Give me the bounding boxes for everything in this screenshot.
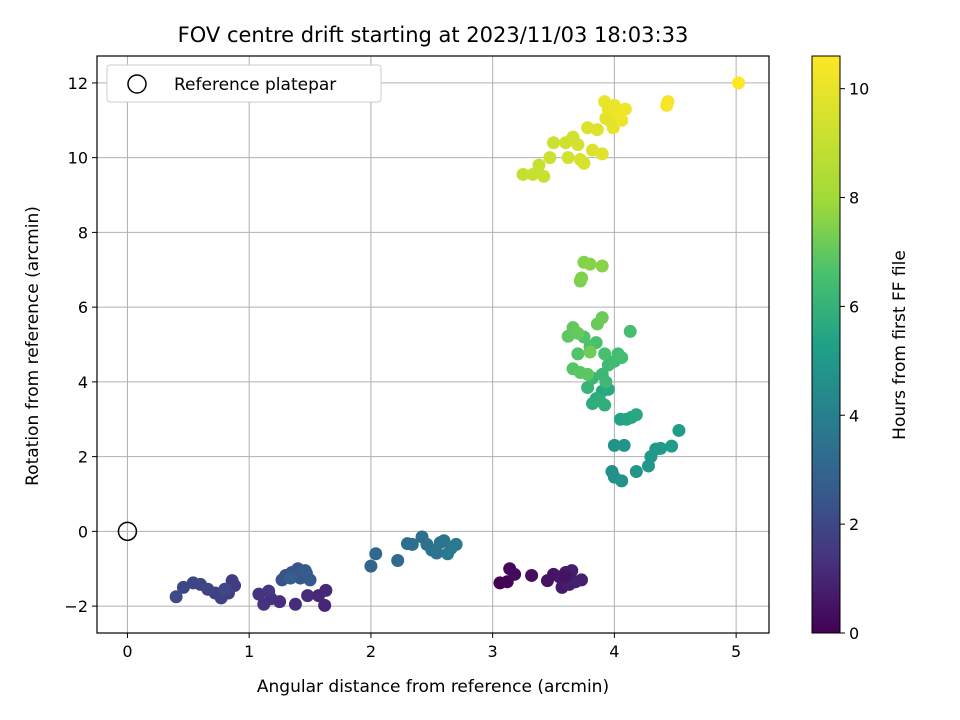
x-tick-label: 4 [609, 642, 619, 661]
colorbar-tick-label: 0 [849, 624, 859, 643]
y-tick-label: 8 [78, 223, 88, 242]
data-point [607, 438, 621, 452]
reference-platepar-marker [117, 521, 138, 542]
data-point [571, 347, 585, 361]
data-point [672, 423, 686, 437]
data-point [595, 311, 609, 325]
legend-reference-icon [127, 74, 147, 94]
data-point [598, 398, 612, 412]
data-point [262, 584, 276, 598]
data-point [559, 569, 573, 583]
data-point [405, 537, 419, 551]
legend-entry-reference: Reference platepar [174, 75, 336, 95]
x-tick-label: 1 [244, 642, 254, 661]
colorbar-label: Hours from first FF file [890, 250, 910, 440]
data-point [318, 598, 332, 612]
data-point [615, 113, 629, 127]
data-point [629, 465, 643, 479]
data-point [590, 123, 604, 137]
data-point [430, 546, 444, 560]
data-point [364, 559, 378, 573]
data-point [654, 441, 668, 455]
colorbar-tick-label: 8 [849, 189, 859, 208]
data-point [617, 438, 631, 452]
data-point [526, 167, 540, 181]
data-point [257, 597, 271, 611]
data-point [585, 143, 599, 157]
data-point [606, 121, 620, 135]
colorbar-gradient [811, 55, 841, 634]
data-point [525, 568, 539, 582]
data-point [543, 151, 557, 165]
data-point [577, 156, 591, 170]
data-point [595, 147, 609, 161]
y-tick-label: 10 [68, 149, 88, 168]
axes-frame [96, 55, 770, 634]
data-point [575, 573, 589, 587]
data-point [547, 136, 561, 150]
data-point [623, 324, 637, 338]
x-tick-label: 0 [122, 642, 132, 661]
y-tick-label: 0 [78, 522, 88, 541]
data-point [176, 580, 190, 594]
data-point [537, 169, 551, 183]
data-point [218, 582, 232, 596]
data-point [301, 589, 315, 603]
data-point [618, 102, 632, 116]
data-point [532, 158, 546, 172]
y-tick-label: −2 [64, 597, 88, 616]
legend-box [106, 64, 382, 103]
data-point [581, 367, 595, 381]
data-point [169, 590, 183, 604]
grid-lines [97, 56, 769, 633]
data-point [581, 121, 595, 135]
colorbar-tick-label: 10 [849, 80, 869, 99]
colorbar: 0 2 4 6 8 10 Hours from first FF file [811, 55, 910, 643]
data-point [571, 326, 585, 340]
data-point [508, 567, 522, 581]
data-point [595, 259, 609, 273]
data-point [391, 554, 405, 568]
data-point [571, 138, 585, 152]
x-tick-label: 3 [488, 642, 498, 661]
data-point [561, 151, 575, 165]
legend: Reference platepar [106, 64, 382, 103]
scatter-points [169, 76, 746, 612]
colorbar-ticks: 0 2 4 6 8 10 [840, 80, 869, 643]
colorbar-tick-label: 2 [849, 515, 859, 534]
y-axis-label: Rotation from reference (arcmin) [23, 206, 43, 486]
colorbar-tick-label: 4 [849, 406, 859, 425]
chart-title: FOV centre drift starting at 2023/11/03 … [178, 23, 689, 47]
data-point [665, 439, 679, 453]
data-point [516, 167, 530, 181]
data-point [599, 375, 613, 389]
data-point [298, 564, 312, 578]
data-point [583, 257, 597, 271]
data-point [186, 576, 200, 590]
colorbar-tick-label: 6 [849, 297, 859, 316]
data-point [615, 474, 629, 488]
data-point [449, 537, 463, 551]
x-tick-label: 2 [366, 642, 376, 661]
data-point [288, 597, 302, 611]
data-point [598, 347, 612, 361]
data-point [732, 76, 746, 90]
x-axis-ticks: 0 1 2 3 4 5 [122, 633, 741, 661]
data-point [615, 351, 629, 365]
data-point [369, 547, 383, 561]
y-tick-label: 2 [78, 448, 88, 467]
data-point [629, 408, 643, 422]
data-point [661, 95, 675, 109]
x-tick-label: 5 [731, 642, 741, 661]
x-axis-label: Angular distance from reference (arcmin) [257, 677, 609, 697]
data-point [284, 571, 298, 585]
data-point [583, 345, 597, 359]
y-tick-label: 12 [68, 74, 88, 93]
data-point [319, 583, 333, 597]
y-tick-label: 4 [78, 373, 88, 392]
y-axis-ticks: −2 0 2 4 6 8 10 12 [64, 74, 97, 616]
y-tick-label: 6 [78, 298, 88, 317]
data-point [575, 271, 589, 285]
